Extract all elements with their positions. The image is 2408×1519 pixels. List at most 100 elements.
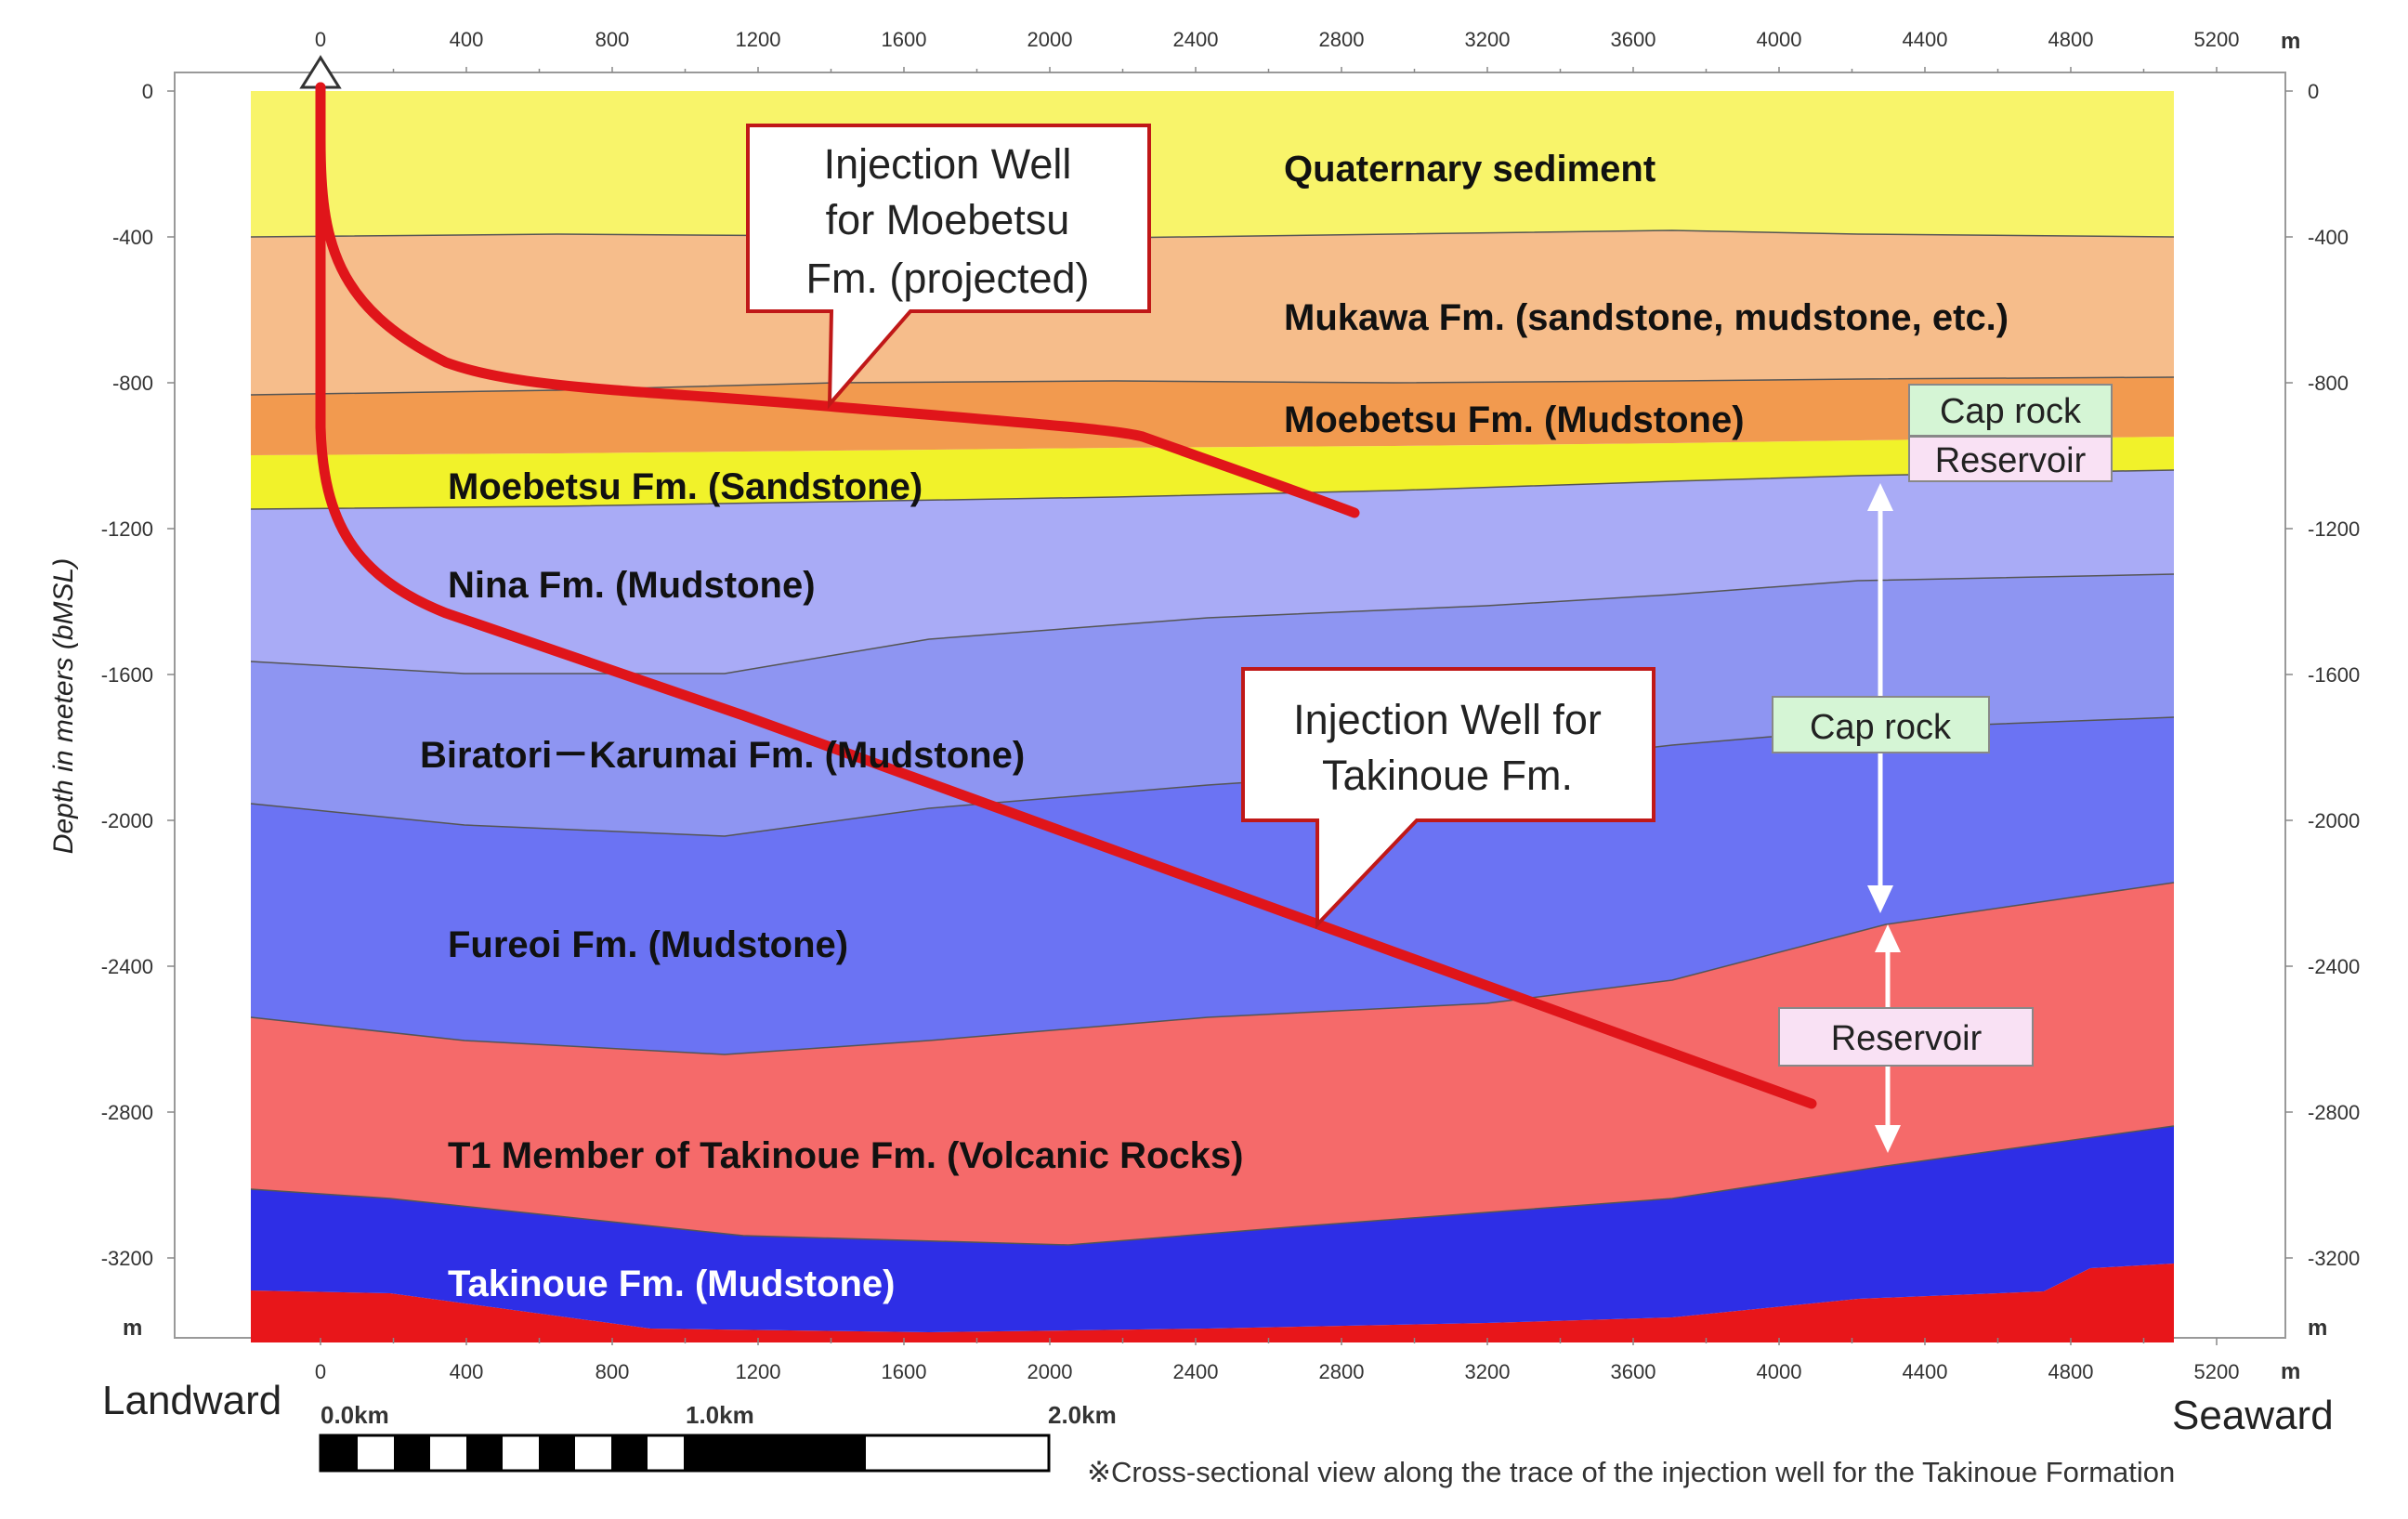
scale-segment: [648, 1435, 684, 1471]
y-tick-label-right: -400: [2308, 226, 2349, 249]
x-tick-label-top: 4400: [1903, 28, 1948, 51]
x-tick-label-top: 4000: [1757, 28, 1802, 51]
layer-t1: [251, 883, 2174, 1245]
x-tick-label-top: 3200: [1465, 28, 1511, 51]
landward-label: Landward: [102, 1378, 281, 1423]
layer-basement: [251, 1264, 2174, 1342]
svg-text:Cap rock: Cap rock: [1810, 708, 1952, 747]
x-axis-bottom: 0 400 800 1200 1600 2000 2400 2800 3200 3600 4000 4…: [315, 1338, 2240, 1383]
y-tick-label-left: -2400: [101, 955, 153, 978]
svg-text:Cap rock: Cap rock: [1940, 392, 2082, 431]
x-tick-label-bottom: 1200: [736, 1360, 781, 1383]
y-axis-right: 0 -400 -800 -1200 -1600 -2000 -2400 -2800 -3200: [2285, 80, 2360, 1270]
y-tick-label-left: -2800: [101, 1101, 153, 1124]
label-moebetsu-mud: Moebetsu Fm. (Mudstone): [1284, 399, 1745, 440]
scale-segment: [321, 1435, 358, 1471]
y-tick-label-left: -800: [112, 372, 153, 395]
x-unit-top: m: [2281, 29, 2300, 54]
y-tick-label-right: -800: [2308, 372, 2349, 395]
y-unit-right: m: [2308, 1316, 2327, 1341]
scale-segment: [539, 1435, 575, 1471]
x-tick-label-bottom: 800: [595, 1360, 630, 1383]
layer-mukawa: [251, 230, 2174, 395]
well-takinoue-trajectory: [315, 82, 1817, 1109]
label-moebetsu-sand: Moebetsu Fm. (Sandstone): [448, 466, 923, 507]
x-tick-label-bottom: 5200: [2194, 1360, 2240, 1383]
svg-text:Injection Well for: Injection Well for: [1293, 696, 1602, 743]
y-tick-label-right: -2000: [2308, 809, 2360, 832]
layer-quaternary: [251, 91, 2174, 238]
scale-segment: [466, 1435, 503, 1471]
svg-text:Fm. (projected): Fm. (projected): [805, 255, 1089, 302]
x-axis-top: 0 400 800 1200 1600 2000 2400 2800 3200 3600 4000 4…: [315, 28, 2239, 72]
scale-label-0: 0.0km: [321, 1401, 389, 1429]
x-tick-label-bottom: 0: [315, 1360, 326, 1383]
x-tick-label-bottom: 2400: [1173, 1360, 1219, 1383]
callout-takinoue-well: Injection Well for Takinoue Fm.: [1241, 667, 1656, 929]
scale-label-1: 1.0km: [686, 1401, 754, 1429]
label-t1: T1 Member of Takinoue Fm. (Volcanic Rock…: [448, 1135, 1243, 1176]
scale-bar: 0.0km 1.0km 2.0km: [319, 1401, 1117, 1473]
scale-segment: [866, 1435, 1049, 1471]
well-moebetsu-trajectory: [315, 82, 1360, 518]
y-axis-left: 0 -400 -800 -1200 -1600 -2000 -2400 -2800 -3200: [101, 80, 175, 1270]
x-tick-label-top: 0: [315, 28, 326, 51]
y-tick-label-right: -3200: [2308, 1247, 2360, 1270]
scale-segment: [503, 1435, 539, 1471]
x-tick-label-top: 3600: [1611, 28, 1656, 51]
scale-segment: [684, 1435, 866, 1471]
badge-reservoir-upper: Reservoir: [1908, 436, 2113, 482]
badge-cap-rock-upper: Cap rock: [1908, 384, 2113, 437]
y-tick-label-left: 0: [142, 80, 153, 103]
label-biratori: Biratori－Karumai Fm. (Mudstone): [420, 735, 1025, 776]
layer-nina: [251, 470, 2174, 674]
badge-reservoir-lower: Reservoir: [1778, 1007, 2034, 1067]
y-unit-left: m: [123, 1316, 142, 1341]
y-tick-label-right: -1600: [2308, 663, 2360, 687]
x-tick-label-top: 800: [595, 28, 630, 51]
y-tick-label-right: 0: [2308, 80, 2319, 103]
x-tick-label-bottom: 3200: [1465, 1360, 1511, 1383]
x-tick-label-bottom: 4000: [1757, 1360, 1802, 1383]
label-nina: Nina Fm. (Mudstone): [448, 565, 816, 606]
svg-text:Reservoir: Reservoir: [1831, 1019, 1983, 1058]
y-tick-label-left: -2000: [101, 809, 153, 832]
y-tick-label-left: -1200: [101, 517, 153, 541]
scale-segment: [394, 1435, 430, 1471]
x-tick-label-top: 1200: [736, 28, 781, 51]
scale-label-2: 2.0km: [1048, 1401, 1117, 1429]
x-tick-label-bottom: 4400: [1903, 1360, 1948, 1383]
y-tick-label-left: -400: [112, 226, 153, 249]
scale-segment: [358, 1435, 394, 1471]
svg-text:Takinoue Fm.: Takinoue Fm.: [1322, 752, 1573, 799]
x-tick-label-top: 4800: [2048, 28, 2094, 51]
x-tick-label-top: 2000: [1027, 28, 1073, 51]
footnote: ※Cross-sectional view along the trace of…: [1087, 1456, 2175, 1488]
x-tick-label-bottom: 400: [450, 1360, 484, 1383]
layer-moebetsu-sand: [251, 437, 2174, 509]
label-mukawa: Mukawa Fm. (sandstone, mudstone, etc.): [1284, 297, 2009, 338]
y-axis-label: Depth in meters (bMSL): [48, 558, 79, 854]
svg-text:Reservoir: Reservoir: [1935, 441, 2087, 480]
x-tick-label-top: 400: [450, 28, 484, 51]
x-tick-label-bottom: 2800: [1319, 1360, 1365, 1383]
scale-segment: [575, 1435, 611, 1471]
badge-cap-rock-lower: Cap rock: [1772, 696, 1990, 753]
callout-moebetsu-well: Injection Well for Moebetsu Fm. (project…: [746, 124, 1151, 410]
y-tick-label-right: -1200: [2308, 517, 2360, 541]
svg-text:Injection Well: Injection Well: [824, 140, 1072, 188]
x-tick-label-bottom: 3600: [1611, 1360, 1656, 1383]
scale-segment: [430, 1435, 466, 1471]
layer-takinoue: [251, 1126, 2174, 1332]
x-tick-label-bottom: 1600: [882, 1360, 927, 1383]
label-takinoue: Takinoue Fm. (Mudstone): [448, 1264, 895, 1304]
x-unit-bottom: m: [2281, 1359, 2300, 1384]
y-tick-label-right: -2400: [2308, 955, 2360, 978]
y-tick-label-left: -1600: [101, 663, 153, 687]
y-tick-label-left: -3200: [101, 1247, 153, 1270]
label-quaternary: Quaternary sediment: [1284, 149, 1656, 190]
x-tick-label-bottom: 2000: [1027, 1360, 1073, 1383]
y-tick-label-right: -2800: [2308, 1101, 2360, 1124]
layer-biratori: [251, 574, 2174, 836]
